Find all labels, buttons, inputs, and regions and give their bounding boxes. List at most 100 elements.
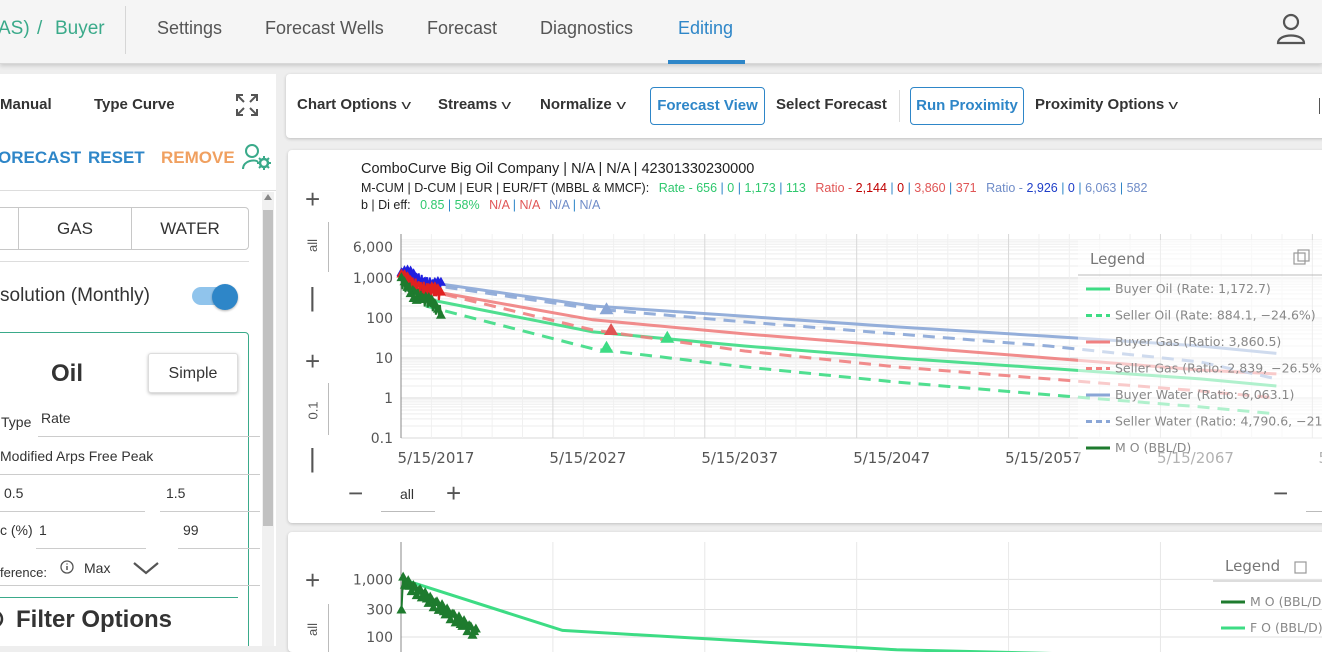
legend-item: M O (BBL/D)	[1115, 440, 1191, 455]
secondary-zoom-out-button[interactable]: −	[1273, 478, 1289, 508]
y-min-increase-button[interactable]: +	[305, 346, 321, 376]
gas-eur-ft: 371	[955, 181, 977, 195]
preference-label: ference:	[0, 565, 47, 580]
model-select[interactable]: Modified Arps Free Peak	[0, 448, 154, 464]
forecast-view-button[interactable]: Forecast View	[650, 87, 765, 125]
resolution-label: solution (Monthly)	[0, 285, 150, 306]
stream-selector: GAS WATER	[0, 207, 249, 250]
field-underline	[36, 548, 146, 549]
water-mcum: 2,926	[1026, 181, 1058, 195]
forecast-chart[interactable]: 6,000 1,000 100 10 1 0.1 5/15/2017 5/15/2027 5/1…	[288, 150, 1322, 523]
breadcrumb-parent[interactable]: AS)	[0, 18, 30, 39]
legend-popout-icon	[1297, 249, 1310, 262]
active-tab-indicator	[668, 60, 745, 64]
secondary-range-underline	[1306, 511, 1322, 512]
forecast-button[interactable]: ORECAST	[0, 148, 82, 167]
history-marker	[431, 596, 442, 606]
panel-scrollbar[interactable]	[262, 192, 274, 646]
b-min-input[interactable]: 0.5	[4, 485, 24, 501]
y-tick-label: 100	[366, 630, 393, 646]
preference-select[interactable]: Max	[84, 560, 111, 576]
rate-label: Rate -	[658, 181, 693, 195]
x-tick-label: 5/15/2047	[853, 449, 930, 467]
type-select[interactable]: Rate	[41, 410, 71, 426]
proximity-options-menu[interactable]: Proximity Options v	[1035, 96, 1179, 113]
chevron-down-icon[interactable]	[132, 560, 160, 576]
eur-summary-label: M-CUM | D-CUM | EUR | EUR/FT (MBBL & MMC…	[361, 181, 650, 195]
y-zoom-in-button[interactable]: +	[305, 184, 321, 214]
filter-options-title[interactable]: Filter Options	[16, 606, 172, 633]
history-marker	[420, 587, 431, 597]
history-marker	[435, 309, 446, 319]
resolution-toggle-knob[interactable]	[212, 284, 238, 310]
y-max-decrease-button[interactable]: |	[309, 282, 316, 312]
info-icon[interactable]	[60, 560, 74, 574]
legend-title: Legend	[1090, 250, 1145, 268]
history-marker	[470, 623, 481, 633]
forecast-edit-panel: Manual Type Curve ORECAST RESET REMOVE G…	[0, 74, 276, 646]
filter-radio-icon[interactable]	[0, 608, 6, 630]
x-range-select[interactable]: all	[400, 486, 415, 502]
history-marker	[462, 626, 473, 636]
water-dcum: 0	[1067, 181, 1075, 195]
stream-gas-button[interactable]: GAS	[18, 208, 131, 249]
expand-icon[interactable]	[235, 93, 259, 117]
scroll-thumb[interactable]	[263, 210, 273, 526]
legend-item: Buyer Gas (Ratio: 3,860.5)	[1115, 334, 1281, 349]
breadcrumb-separator: /	[37, 18, 43, 39]
chart-options-menu[interactable]: Chart Options v	[297, 96, 412, 113]
history-marker	[398, 571, 409, 581]
side-scale-line	[328, 383, 329, 435]
user-account-icon[interactable]	[1276, 13, 1306, 45]
mode-type-curve-tab[interactable]: Type Curve	[94, 96, 175, 113]
forecast-marker	[599, 340, 614, 353]
field-underline	[0, 474, 260, 475]
simple-button[interactable]: Simple	[148, 353, 238, 393]
breadcrumb-current[interactable]: Buyer	[55, 18, 105, 39]
gas-ratio-label: Ratio -	[815, 181, 853, 195]
x-zoom-in-button[interactable]: +	[446, 478, 462, 508]
rate-eur-ft: 113	[785, 181, 806, 195]
remove-button[interactable]: REMOVE	[161, 148, 235, 167]
decline-min-input[interactable]: 1	[39, 522, 47, 538]
history-marker	[432, 303, 443, 313]
chevron-down-icon: v	[401, 97, 412, 112]
reset-button[interactable]: RESET	[88, 148, 145, 167]
history-marker	[445, 614, 456, 624]
history-marker	[396, 604, 407, 614]
x-zoom-out-button[interactable]: −	[348, 478, 364, 508]
field-underline	[160, 511, 260, 512]
x-tick-label: 5/15/2037	[701, 449, 778, 467]
streams-menu[interactable]: Streams v	[438, 96, 512, 113]
run-proximity-button[interactable]: Run Proximity	[910, 87, 1024, 125]
tab-forecast[interactable]: Forecast	[427, 18, 498, 38]
tab-forecast-wells[interactable]: Forecast Wells	[265, 18, 384, 38]
y-zoom-out-button[interactable]: |	[309, 443, 316, 473]
decline-max-input[interactable]: 99	[183, 522, 199, 538]
legend-item: Seller Water (Ratio: 4,790.6, −21%)	[1115, 414, 1322, 429]
field-underline	[0, 585, 260, 586]
water-ratio-label: Ratio -	[986, 181, 1023, 195]
history-marker	[415, 583, 426, 593]
select-forecast-button[interactable]: Select Forecast	[776, 96, 887, 113]
oil-rate-chart[interactable]: 1,000 300 100 Legend M O (BBL/D) F O (BBL/D)	[288, 532, 1322, 652]
y-tick-label: 100	[366, 311, 393, 327]
tab-editing[interactable]: Editing	[678, 18, 734, 38]
b-di-label: b | Di eff:	[361, 198, 411, 212]
y-zoom-in-button[interactable]: +	[305, 565, 321, 595]
stream-water-button[interactable]: WATER	[131, 208, 248, 249]
mode-manual-tab[interactable]: Manual	[0, 96, 52, 113]
water-b-value: N/A	[549, 198, 570, 212]
history-marker	[437, 599, 448, 609]
normalize-menu[interactable]: Normalize v	[540, 96, 626, 113]
b-max-input[interactable]: 1.5	[166, 485, 186, 501]
legend-item: F O (BBL/D)	[1250, 620, 1322, 635]
field-underline	[0, 511, 145, 512]
water-eur: 6,063	[1085, 181, 1117, 195]
b-value: 0.85	[420, 198, 445, 212]
forecast-chart-card: ComboCurve Big Oil Company | N/A | N/A |…	[288, 150, 1322, 523]
tab-diagnostics[interactable]: Diagnostics	[540, 18, 634, 38]
scroll-up-arrow-icon[interactable]	[264, 194, 272, 200]
tab-settings[interactable]: Settings	[157, 18, 223, 38]
user-settings-icon[interactable]	[242, 143, 272, 171]
